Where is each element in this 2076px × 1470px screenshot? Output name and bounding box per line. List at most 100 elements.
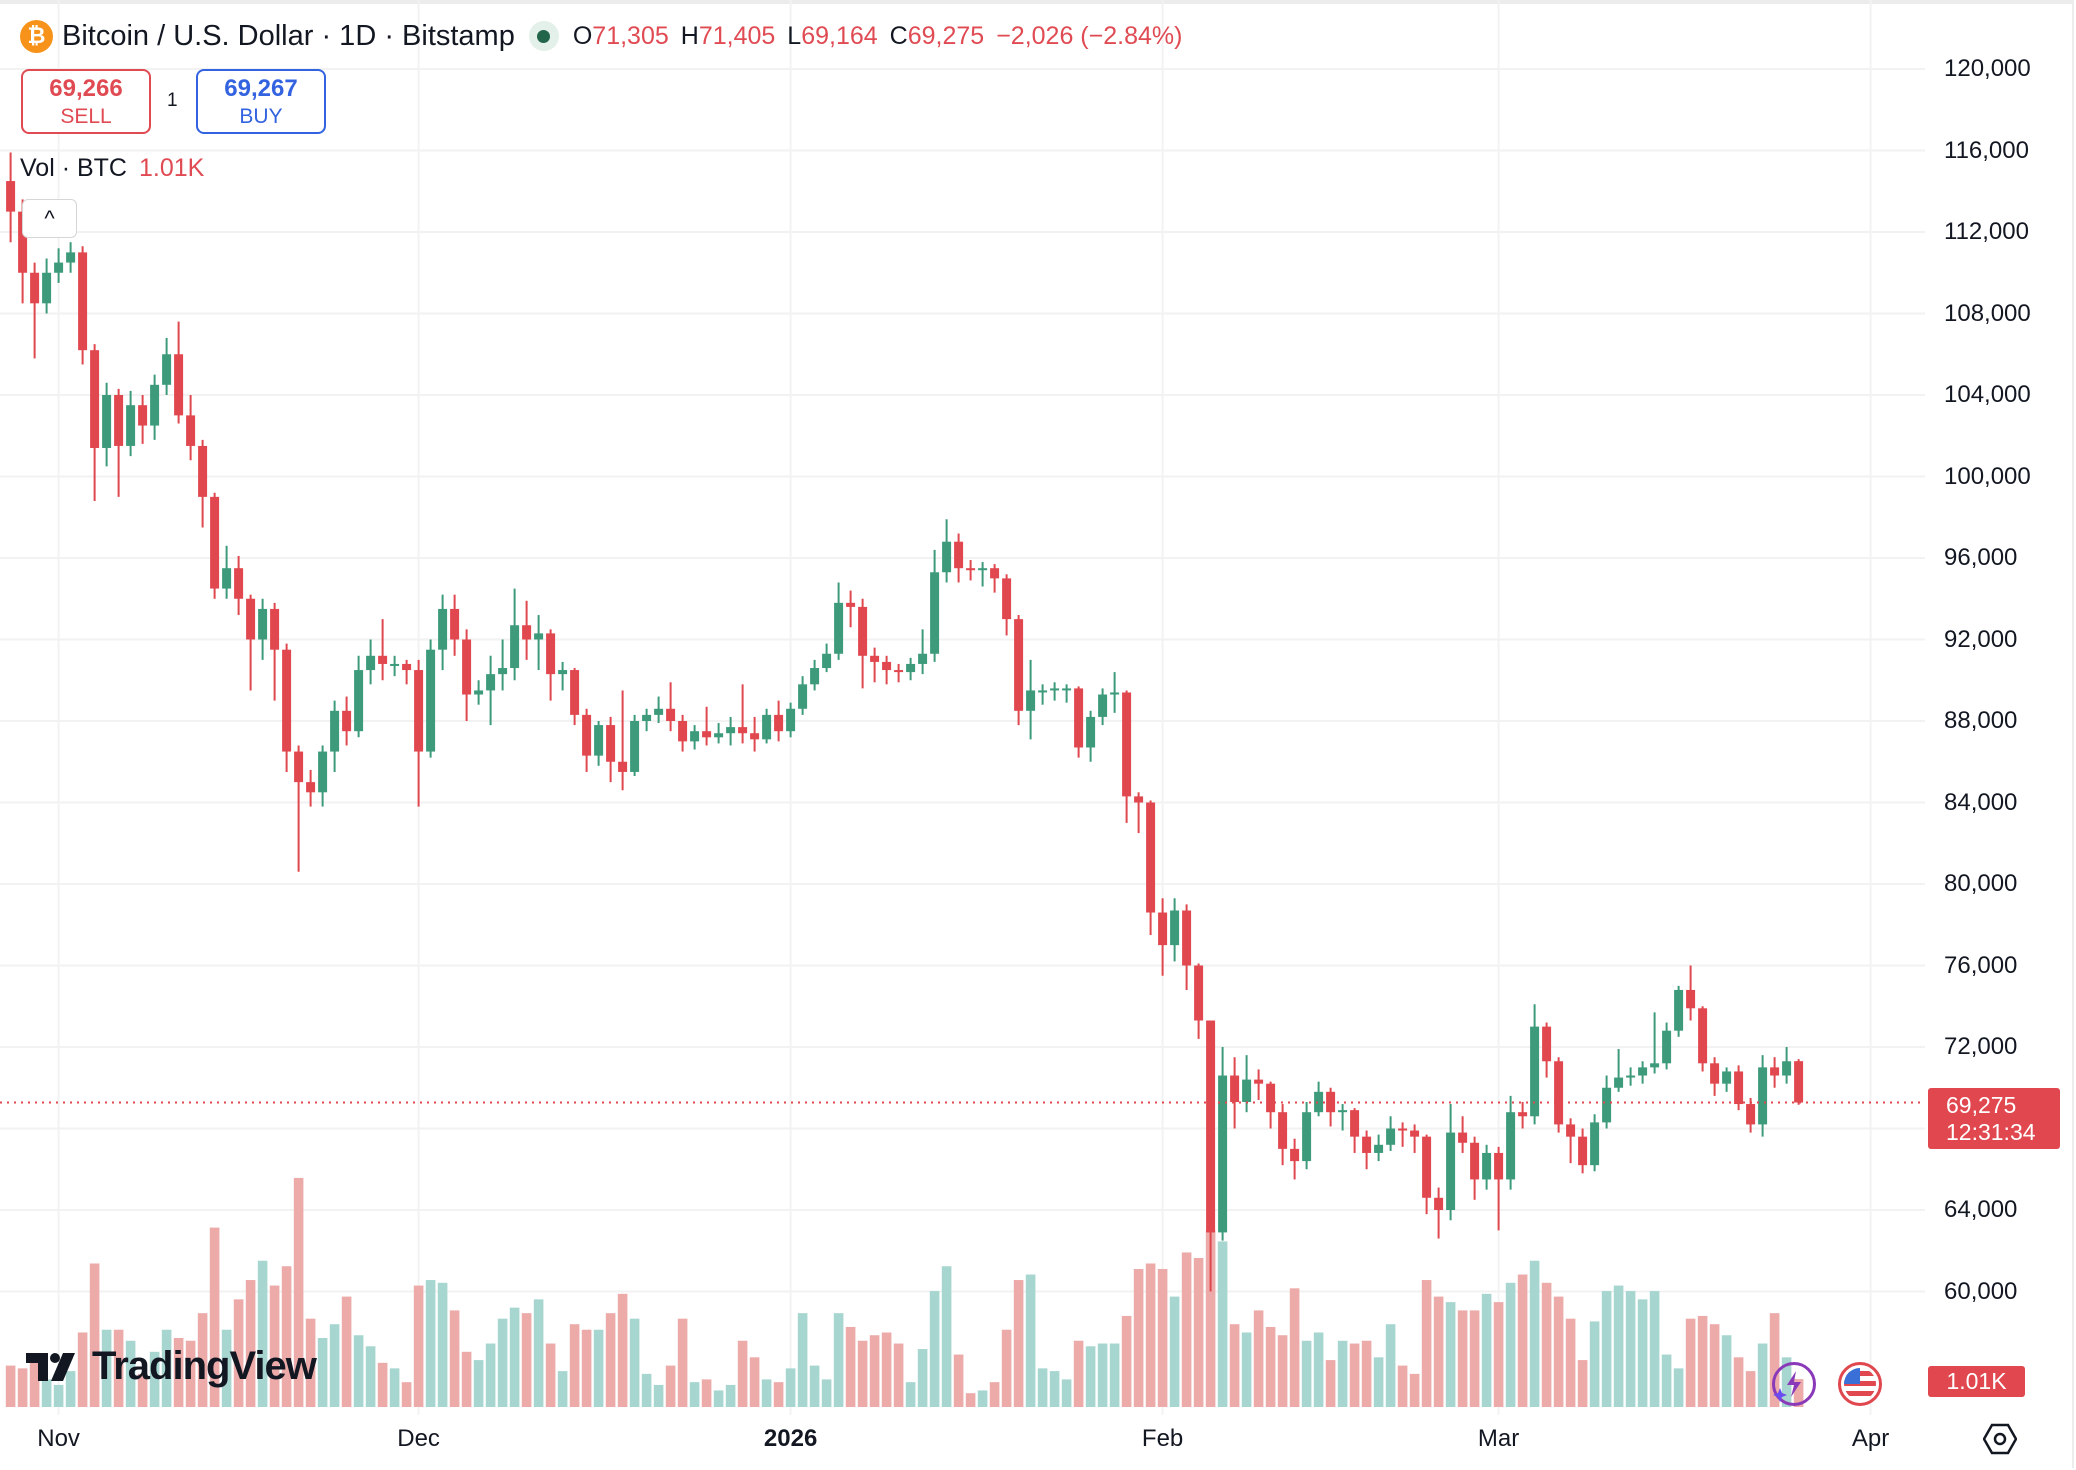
volume-bar — [1169, 1296, 1180, 1407]
volume-bar — [989, 1382, 1000, 1407]
candle-body — [1554, 1061, 1564, 1125]
price-tick-label: 100,000 — [1944, 462, 2031, 490]
candle — [234, 555, 244, 616]
chart-settings-icon[interactable] — [1983, 1423, 2017, 1455]
candle-body — [990, 568, 1000, 579]
candle-body — [1206, 1020, 1216, 1233]
candle-body — [1794, 1061, 1804, 1103]
candle-body — [210, 496, 220, 589]
candle — [570, 668, 580, 726]
candle — [1434, 1187, 1444, 1239]
candle — [630, 714, 640, 777]
volume-axis-label: 1.01K — [1928, 1366, 2025, 1397]
volume-bar — [1013, 1280, 1024, 1407]
candle-body — [1146, 802, 1156, 913]
volume-bar — [1289, 1288, 1300, 1407]
candle — [750, 716, 760, 752]
candle-body — [90, 350, 100, 448]
volume-bar — [413, 1285, 424, 1407]
candle-body — [1254, 1079, 1264, 1084]
candle — [678, 714, 688, 752]
candle-body — [246, 598, 256, 640]
time-tick-label: 2026 — [763, 1425, 818, 1452]
candle — [1146, 800, 1156, 935]
candle-body — [798, 684, 808, 709]
candle — [462, 629, 472, 721]
candle-body — [834, 602, 844, 654]
volume-bar — [1685, 1318, 1696, 1407]
candle — [402, 659, 412, 685]
candle-body — [318, 751, 328, 793]
volume-bar — [1649, 1291, 1660, 1407]
candle — [270, 602, 280, 701]
volume-bar — [1757, 1343, 1768, 1407]
candle-body — [894, 670, 904, 673]
candle-body — [1230, 1075, 1240, 1103]
symbol-title[interactable]: Bitcoin / U.S. Dollar · 1D · Bitstamp — [62, 19, 515, 52]
us-flag-icon[interactable] — [1838, 1362, 1882, 1406]
candle-body — [774, 714, 784, 732]
candle-body — [870, 655, 880, 662]
candle-body — [762, 714, 772, 740]
candle-body — [1050, 688, 1060, 691]
volume-bar — [1577, 1360, 1588, 1407]
volume-bar — [977, 1390, 988, 1407]
candle — [1242, 1055, 1252, 1113]
price-tick-label: 88,000 — [1944, 707, 2018, 734]
candle — [1398, 1122, 1408, 1147]
ohlc-high: H71,405 — [680, 21, 776, 50]
volume-bar — [389, 1368, 400, 1407]
volume-bars — [5, 1177, 1804, 1407]
candle-body — [1350, 1110, 1360, 1137]
candle-body — [1278, 1112, 1288, 1149]
buy-button[interactable]: 69,267 BUY — [196, 69, 326, 134]
candle — [990, 564, 1000, 593]
collapse-legend-button[interactable]: ^ — [22, 199, 77, 238]
candle — [1518, 1102, 1528, 1129]
candle — [174, 321, 184, 424]
candle — [1422, 1134, 1432, 1215]
volume-bar — [797, 1313, 808, 1407]
candle-body — [342, 710, 352, 732]
candle — [138, 395, 148, 444]
candle — [66, 242, 76, 273]
candle-body — [726, 727, 736, 734]
volume-bar — [569, 1324, 580, 1407]
volume-bar — [125, 1340, 136, 1407]
volume-bar — [1133, 1269, 1144, 1407]
candle-body — [294, 751, 304, 783]
candle-body — [642, 714, 652, 721]
volume-bar — [269, 1285, 280, 1407]
volume-bar — [1541, 1282, 1552, 1407]
candle — [162, 337, 172, 395]
volume-legend[interactable]: Vol · BTC 1.01K — [20, 154, 204, 183]
candle — [822, 643, 832, 673]
volume-bar — [1325, 1360, 1336, 1407]
tradingview-logo[interactable]: TradingView — [26, 1344, 317, 1389]
ai-lightning-icon[interactable] — [1772, 1362, 1816, 1406]
candle — [1122, 690, 1132, 823]
candle-body — [1170, 910, 1180, 946]
candle — [150, 374, 160, 440]
candle-body — [54, 262, 64, 273]
candle-body — [1014, 619, 1024, 711]
trade-quantity: 1 — [167, 90, 178, 111]
price-tick-label: 60,000 — [1944, 1277, 2018, 1305]
candle — [702, 706, 712, 746]
candle-body — [198, 445, 208, 497]
candle — [294, 745, 304, 872]
candle-body — [618, 761, 628, 772]
volume-bar — [1709, 1324, 1720, 1407]
candle-body — [1566, 1124, 1576, 1137]
candle-body — [378, 655, 388, 664]
candle — [906, 657, 916, 681]
candle-body — [18, 211, 28, 273]
candle-body — [882, 661, 892, 671]
tradingview-logo-icon — [26, 1352, 75, 1381]
sell-button[interactable]: 69,266 SELL — [21, 69, 151, 134]
candle — [798, 676, 808, 715]
candle — [474, 680, 484, 705]
candle — [1602, 1075, 1612, 1129]
candles — [6, 152, 1804, 1292]
